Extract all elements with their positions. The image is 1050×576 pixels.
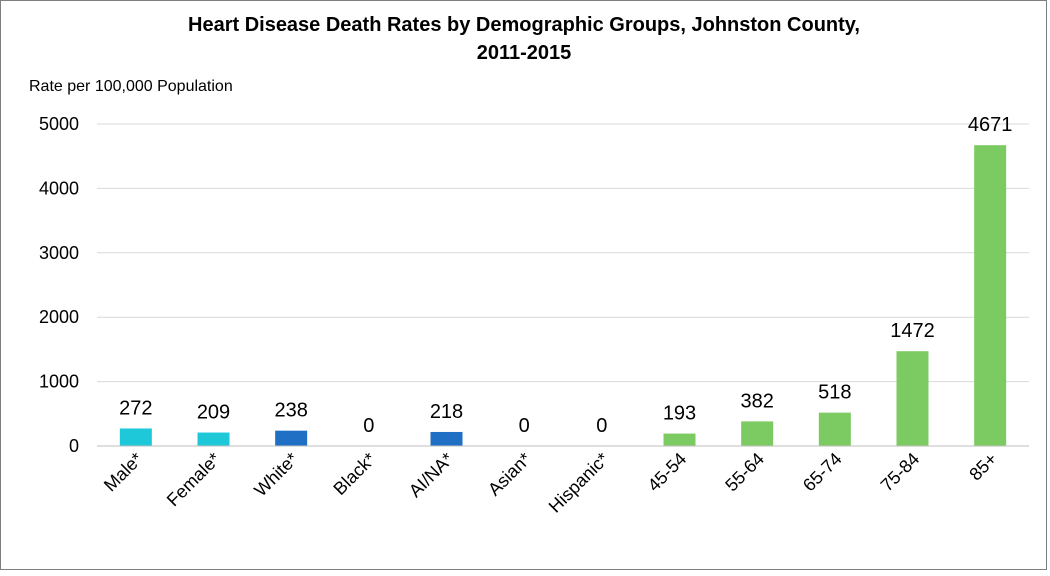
x-tick-label: Hispanic* xyxy=(545,449,613,517)
bar xyxy=(430,431,463,446)
x-tick-label: White* xyxy=(250,449,302,501)
y-axis-ticks: 0 1000 2000 3000 4000 5000 xyxy=(39,114,79,456)
y-tick-label: 1000 xyxy=(39,372,79,392)
x-tick-label: 75-84 xyxy=(877,449,924,496)
x-tick-label: Female* xyxy=(163,449,225,511)
gridlines xyxy=(97,123,1029,383)
x-tick-label: Black* xyxy=(329,449,379,499)
bar xyxy=(197,432,230,446)
bar xyxy=(275,430,308,446)
y-tick-label: 4000 xyxy=(39,178,79,198)
y-tick-label: 3000 xyxy=(39,243,79,263)
data-label: 218 xyxy=(430,401,463,423)
y-axis-label: Rate per 100,000 Population xyxy=(29,78,233,95)
data-label: 272 xyxy=(119,397,152,419)
y-tick-label: 5000 xyxy=(39,114,79,134)
data-label: 4671 xyxy=(968,114,1013,136)
x-tick-label: AI/NA* xyxy=(405,449,457,501)
x-axis-ticks: Male* Female* White* Black* AI/NA* Asian* Hisp… xyxy=(100,449,1001,517)
data-label: 193 xyxy=(663,403,696,425)
data-label: 382 xyxy=(740,390,773,412)
bar xyxy=(974,145,1007,446)
data-label: 518 xyxy=(818,382,851,404)
x-tick-label: 55-64 xyxy=(721,449,768,496)
data-label: 0 xyxy=(363,415,374,437)
data-label: 209 xyxy=(197,402,230,424)
data-label: 1472 xyxy=(890,320,935,342)
y-tick-label: 0 xyxy=(69,436,79,456)
x-tick-label: Male* xyxy=(100,449,147,496)
x-tick-label: 85+ xyxy=(965,449,1001,485)
x-tick-label: 45-54 xyxy=(644,449,691,496)
data-label: 238 xyxy=(274,400,307,422)
bars xyxy=(119,145,1007,446)
x-tick-label: Asian* xyxy=(484,449,535,500)
chart-title-line-2: 2011-2015 xyxy=(477,42,572,64)
bar xyxy=(741,421,774,446)
bar xyxy=(896,351,929,446)
bar xyxy=(663,433,696,446)
bar xyxy=(119,428,152,446)
bar xyxy=(818,412,851,446)
x-tick-label: 65-74 xyxy=(799,449,846,496)
data-label: 0 xyxy=(596,415,607,437)
chart-title-line-1: Heart Disease Death Rates by Demographic… xyxy=(188,14,860,36)
data-labels: 272 209 238 0 218 0 0 193 382 518 1472 4671 xyxy=(119,114,1012,437)
y-tick-label: 2000 xyxy=(39,307,79,327)
data-label: 0 xyxy=(519,415,530,437)
